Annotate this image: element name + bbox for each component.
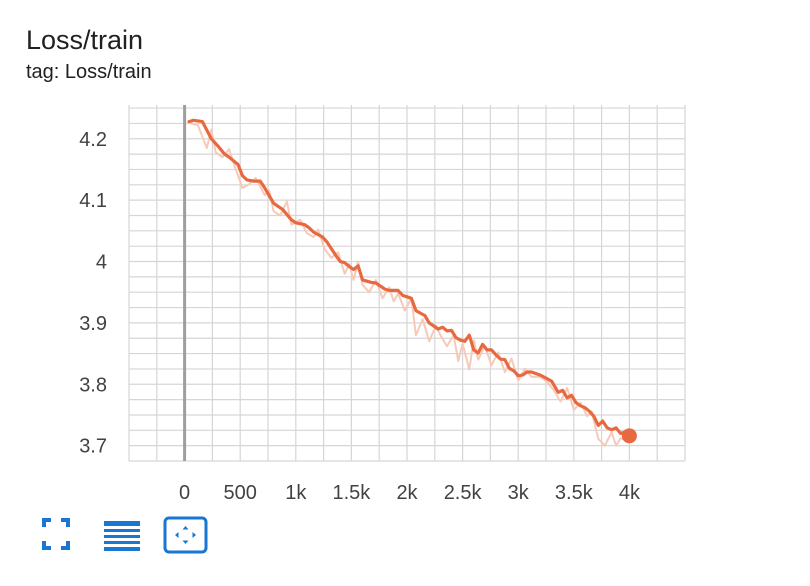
y-tick-label: 3.7: [79, 436, 107, 458]
x-tick-label: 3k: [508, 482, 530, 504]
last-point-marker: [621, 428, 637, 444]
chart-tag: tag: Loss/train: [26, 61, 152, 83]
y-tick-label: 3.8: [79, 374, 107, 396]
fullscreen-icon: [42, 518, 70, 550]
y-tick-label: 4: [96, 252, 107, 274]
fit-domain-icon: [163, 516, 208, 554]
raw-series: [188, 121, 628, 447]
y-tick-label: 3.9: [79, 313, 107, 335]
toggle-y-log-icon: [104, 521, 140, 551]
x-tick-label: 2k: [396, 482, 418, 504]
chart-title: Loss/train: [26, 25, 144, 55]
grid: [128, 105, 686, 462]
fit-domain-button[interactable]: [163, 516, 209, 556]
x-tick-label: 2.5k: [444, 482, 483, 504]
smoothed-series: [187, 118, 637, 444]
smoothed-loss-line: [187, 118, 632, 438]
x-tick-label: 0: [179, 482, 190, 504]
fullscreen-button[interactable]: [40, 516, 80, 556]
x-tick-label: 1k: [285, 482, 307, 504]
x-tick-label: 4k: [619, 482, 641, 504]
raw-loss-line: [188, 121, 628, 447]
x-tick-label: 3.5k: [555, 482, 594, 504]
x-tick-label: 500: [224, 482, 257, 504]
loss-train-chart: 0 500 1k 1.5k 2k 2.5k 3k 3.5k 4k 3.7 3.8 3.9 4 4.1 4.…: [79, 105, 686, 504]
y-tick-label: 4.2: [79, 129, 107, 151]
x-axis-labels: 0 500 1k 1.5k 2k 2.5k 3k 3.5k 4k: [179, 482, 641, 504]
y-tick-label: 4.1: [79, 190, 107, 212]
x-tick-label: 1.5k: [332, 482, 371, 504]
y-axis-labels: 3.7 3.8 3.9 4 4.1 4.2: [79, 129, 107, 458]
toggle-log-scale-button[interactable]: [102, 516, 142, 556]
